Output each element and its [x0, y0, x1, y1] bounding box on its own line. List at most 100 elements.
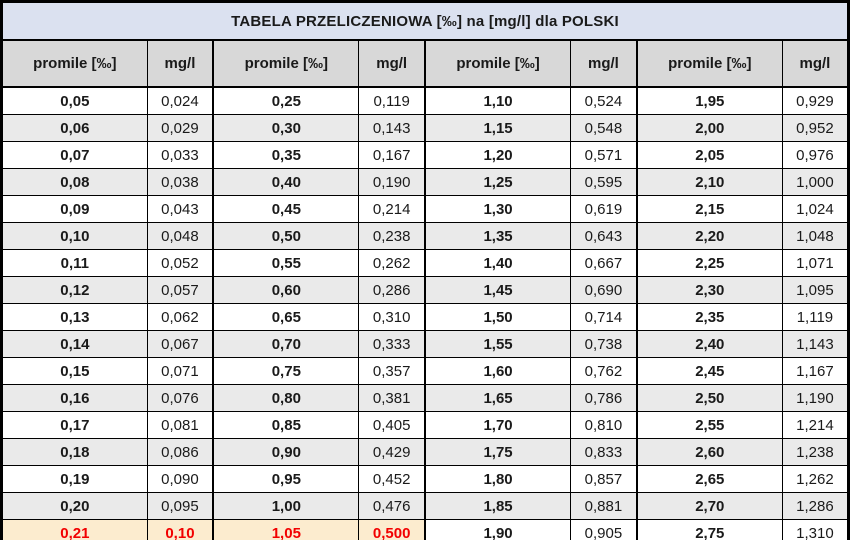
cell-mgl: 0,086	[146, 438, 215, 466]
cell-mgl: 0,452	[358, 465, 426, 493]
cell-mgl: 1,190	[781, 384, 850, 412]
cell-promile: 0,30	[212, 114, 360, 142]
cell-mgl: 0,833	[570, 438, 638, 466]
cell-mgl: 1,143	[781, 330, 850, 358]
cell-promile: 1,15	[424, 114, 572, 142]
cell-mgl: 0,476	[358, 492, 426, 520]
cell-promile: 1,75	[424, 438, 572, 466]
cell-promile: 2,15	[636, 195, 783, 223]
cell-mgl: 0,143	[358, 114, 426, 142]
cell-promile: 0,25	[212, 86, 360, 115]
cell-promile: 1,95	[636, 86, 783, 115]
cell-promile: 2,50	[636, 384, 783, 412]
table-row: 0,14 0,067 0,70 0,333 1,55 0,738 2,40 1,143	[1, 330, 850, 358]
cell-promile: 0,35	[212, 141, 360, 169]
table-row: 0,21 0,10 1,05 0,500 1,90 0,905 2,75 1,310	[1, 519, 850, 540]
table-row: 0,12 0,057 0,60 0,286 1,45 0,690 2,30 1,095	[1, 276, 850, 304]
cell-mgl: 0,690	[570, 276, 638, 304]
page-title: TABELA PRZELICZENIOWA [‰] na [mg/l] dla …	[1, 1, 849, 41]
cell-promile: 1,40	[424, 249, 572, 277]
cell-mgl: 1,238	[781, 438, 850, 466]
cell-mgl: 0,262	[358, 249, 426, 277]
cell-mgl: 0,057	[146, 276, 215, 304]
cell-promile: 2,20	[636, 222, 783, 250]
cell-mgl: 0,952	[781, 114, 850, 142]
header-row: promile [‰] mg/l promile [‰] mg/l promile [‰…	[1, 39, 850, 88]
cell-promile: 2,60	[636, 438, 783, 466]
cell-promile: 0,10	[1, 222, 148, 250]
table-row: 0,20 0,095 1,00 0,476 1,85 0,881 2,70 1,286	[1, 492, 850, 520]
cell-mgl: 0,029	[146, 114, 215, 142]
cell-promile: 1,35	[424, 222, 572, 250]
cell-promile: 0,13	[1, 303, 148, 331]
cell-mgl: 0,619	[570, 195, 638, 223]
cell-mgl: 0,043	[146, 195, 215, 223]
cell-mgl: 0,905	[570, 519, 638, 540]
cell-promile: 0,12	[1, 276, 148, 304]
table-row: 0,18 0,086 0,90 0,429 1,75 0,833 2,60 1,238	[1, 438, 850, 466]
column-header-promile: promile [‰]	[1, 39, 148, 88]
cell-promile: 0,70	[212, 330, 360, 358]
cell-mgl: 0,076	[146, 384, 215, 412]
cell-promile: 0,18	[1, 438, 148, 466]
cell-mgl: 0,095	[146, 492, 215, 520]
cell-promile: 0,45	[212, 195, 360, 223]
cell-mgl: 1,024	[781, 195, 850, 223]
cell-mgl: 0,119	[358, 86, 426, 115]
cell-promile: 0,05	[1, 86, 148, 115]
cell-promile: 0,11	[1, 249, 148, 277]
cell-mgl: 1,310	[781, 519, 850, 540]
cell-mgl: 0,524	[570, 86, 638, 115]
cell-promile: 0,85	[212, 411, 360, 439]
cell-mgl: 1,000	[781, 168, 850, 196]
table-row: 0,06 0,029 0,30 0,143 1,15 0,548 2,00 0,952	[1, 114, 850, 142]
table-row: 0,17 0,081 0,85 0,405 1,70 0,810 2,55 1,214	[1, 411, 850, 439]
column-header-mgl: mg/l	[146, 39, 215, 88]
cell-mgl: 0,714	[570, 303, 638, 331]
column-header-promile: promile [‰]	[424, 39, 572, 88]
table-row: 0,10 0,048 0,50 0,238 1,35 0,643 2,20 1,048	[1, 222, 850, 250]
cell-promile: 0,95	[212, 465, 360, 493]
cell-mgl: 0,090	[146, 465, 215, 493]
cell-promile: 0,16	[1, 384, 148, 412]
cell-promile: 1,20	[424, 141, 572, 169]
column-header-promile: promile [‰]	[212, 39, 360, 88]
cell-mgl: 0,595	[570, 168, 638, 196]
cell-mgl-highlighted: 0,10	[146, 519, 215, 540]
cell-mgl: 1,167	[781, 357, 850, 385]
cell-mgl: 0,667	[570, 249, 638, 277]
cell-promile: 1,70	[424, 411, 572, 439]
cell-promile: 0,60	[212, 276, 360, 304]
table-body: 0,05 0,024 0,25 0,119 1,10 0,524 1,95 0,929 0,06…	[1, 86, 850, 540]
cell-promile: 1,90	[424, 519, 572, 540]
table-row: 0,05 0,024 0,25 0,119 1,10 0,524 1,95 0,929	[1, 86, 850, 115]
table-row: 0,11 0,052 0,55 0,262 1,40 0,667 2,25 1,071	[1, 249, 850, 277]
cell-promile: 2,55	[636, 411, 783, 439]
cell-promile: 1,00	[212, 492, 360, 520]
cell-mgl: 0,571	[570, 141, 638, 169]
cell-mgl: 0,929	[781, 86, 850, 115]
cell-mgl: 1,048	[781, 222, 850, 250]
cell-promile: 0,75	[212, 357, 360, 385]
cell-promile: 2,00	[636, 114, 783, 142]
cell-promile: 2,10	[636, 168, 783, 196]
cell-promile: 0,15	[1, 357, 148, 385]
cell-mgl: 0,048	[146, 222, 215, 250]
cell-promile: 0,09	[1, 195, 148, 223]
cell-promile: 1,50	[424, 303, 572, 331]
column-header-mgl: mg/l	[358, 39, 426, 88]
cell-promile: 0,08	[1, 168, 148, 196]
cell-promile: 0,50	[212, 222, 360, 250]
cell-mgl: 0,214	[358, 195, 426, 223]
cell-promile: 2,40	[636, 330, 783, 358]
cell-mgl: 0,190	[358, 168, 426, 196]
cell-promile: 0,14	[1, 330, 148, 358]
cell-mgl: 0,310	[358, 303, 426, 331]
table-row: 0,08 0,038 0,40 0,190 1,25 0,595 2,10 1,000	[1, 168, 850, 196]
cell-promile: 1,25	[424, 168, 572, 196]
cell-promile: 1,80	[424, 465, 572, 493]
cell-mgl: 0,976	[781, 141, 850, 169]
cell-promile: 1,10	[424, 86, 572, 115]
cell-mgl: 0,381	[358, 384, 426, 412]
